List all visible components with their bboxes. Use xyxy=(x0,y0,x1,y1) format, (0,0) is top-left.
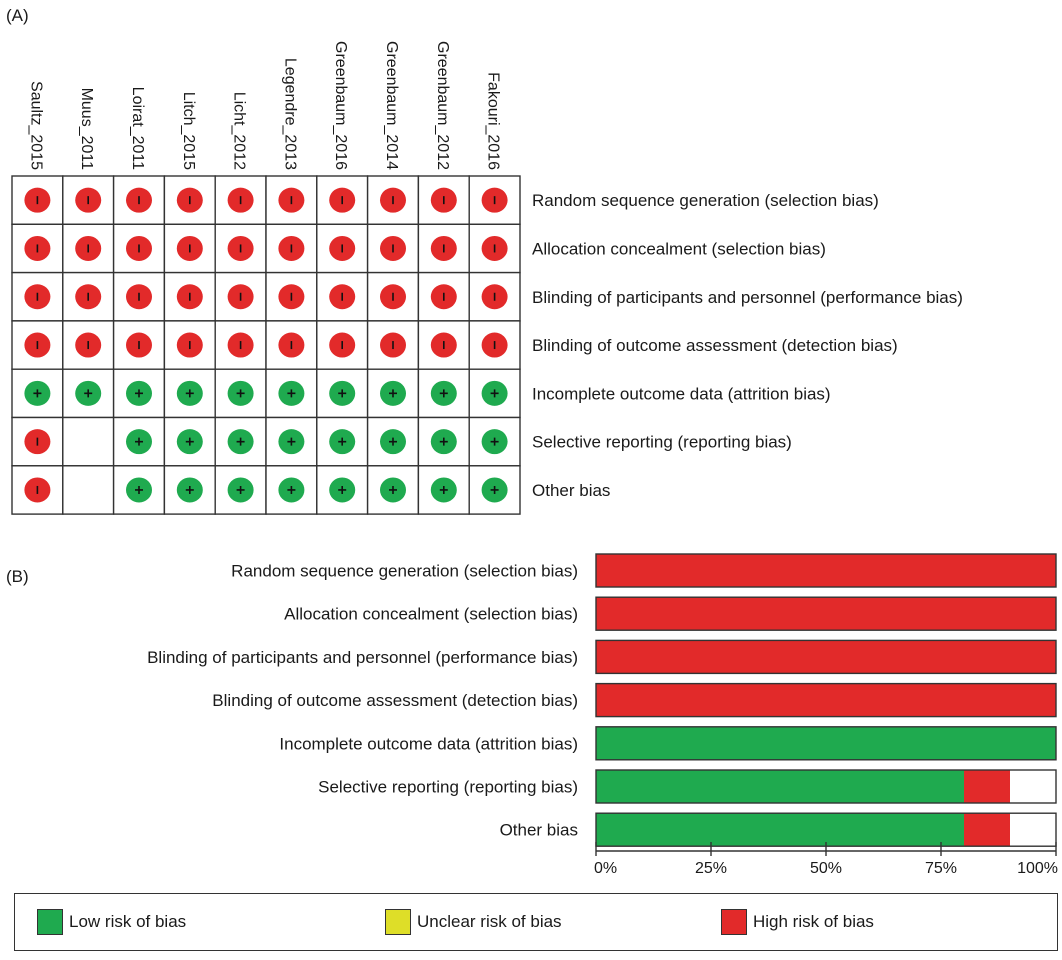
x-tick-label: 0% xyxy=(594,860,617,877)
bar-segment-high xyxy=(596,640,1056,674)
study-label: Saultz_2015 xyxy=(27,81,44,170)
category-label: Other bias xyxy=(500,821,578,840)
panel-a-label: (A) xyxy=(6,6,29,25)
risk-of-bias-summary-grid: Saultz_2015 Muus_2011 Loirat_2011 Litch_201… xyxy=(11,41,963,515)
category-label: Selective reporting (reporting bias) xyxy=(318,778,578,797)
bar-segment-low xyxy=(596,813,964,847)
bar-segment-high xyxy=(964,813,1010,847)
bar-outline xyxy=(595,726,1057,761)
study-label: Greenbaum_2012 xyxy=(434,41,451,170)
category-label: Blinding of participants and personnel (… xyxy=(147,648,578,667)
category-label: Allocation concealment (selection bias) xyxy=(284,605,578,624)
grid-cell xyxy=(62,416,115,467)
study-label: Loirat_2011 xyxy=(129,87,146,170)
domain-label: Random sequence generation (selection bi… xyxy=(532,191,879,210)
bar-segment-high xyxy=(964,770,1010,803)
domain-label: Selective reporting (reporting bias) xyxy=(532,433,792,452)
grid-cell xyxy=(62,465,115,515)
legend-swatch-low xyxy=(37,909,63,935)
plus-icon xyxy=(33,389,42,398)
legend-label-unclear: Unclear risk of bias xyxy=(417,912,562,931)
plus-icon xyxy=(389,437,397,446)
plus-icon xyxy=(135,389,143,398)
bar-segment-low xyxy=(596,770,964,803)
plus-icon xyxy=(185,437,194,446)
category-label: Incomplete outcome data (attrition bias) xyxy=(279,734,578,753)
plus-icon xyxy=(236,437,245,446)
x-tick-label: 50% xyxy=(810,860,842,877)
plus-icon xyxy=(236,485,245,494)
category-label: Blinding of outcome assessment (detectio… xyxy=(212,691,578,710)
x-tick-label: 75% xyxy=(925,860,957,877)
domain-label: Allocation concealment (selection bias) xyxy=(532,239,826,258)
legend-label-low: Low risk of bias xyxy=(69,912,187,931)
domain-label: Blinding of participants and personnel (… xyxy=(532,288,963,307)
bar-outline xyxy=(595,639,1057,675)
plus-icon xyxy=(236,389,245,398)
panel-b-label: (B) xyxy=(6,567,29,586)
plus-icon xyxy=(490,485,499,494)
legend: Low risk of bias Unclear risk of bias Hi… xyxy=(14,893,1058,951)
study-label: Fakouri_2016 xyxy=(485,72,502,170)
plus-icon xyxy=(439,437,448,446)
x-tick-label: 100% xyxy=(1017,860,1058,877)
plus-icon xyxy=(490,437,499,446)
domain-label: Incomplete outcome data (attrition bias) xyxy=(532,384,831,403)
plus-icon xyxy=(439,485,448,494)
plus-icon xyxy=(338,437,347,446)
plus-icon xyxy=(135,437,143,446)
study-label: Legendre_2013 xyxy=(281,58,298,170)
legend-swatch-unclear xyxy=(385,909,411,935)
legend-item-low: Low risk of bias xyxy=(37,909,186,935)
study-label: Litch_2015 xyxy=(180,92,197,170)
bar-outline xyxy=(595,553,1057,588)
plus-icon xyxy=(338,485,347,494)
study-label: Muus_2011 xyxy=(78,88,95,171)
bar-outline xyxy=(595,596,1057,631)
legend-label-high: High risk of bias xyxy=(753,912,874,931)
plus-icon xyxy=(287,389,296,398)
plus-icon xyxy=(185,389,194,398)
plus-icon xyxy=(389,485,397,494)
legend-item-unclear: Unclear risk of bias xyxy=(385,909,562,935)
plus-icon xyxy=(338,389,347,398)
study-label: Greenbaum_2016 xyxy=(332,41,349,170)
bar-segment-high xyxy=(596,597,1056,631)
bar-segment-high xyxy=(596,683,1056,717)
plus-icon xyxy=(439,389,448,398)
study-label: Licht_2012 xyxy=(231,92,248,170)
domain-label: Other bias xyxy=(532,481,610,500)
plus-icon xyxy=(135,485,143,494)
domain-label: Blinding of outcome assessment (detectio… xyxy=(532,336,898,355)
category-label: Random sequence generation (selection bi… xyxy=(231,562,578,581)
plus-icon xyxy=(84,389,93,398)
bar-segment-high xyxy=(596,554,1056,587)
bar-outline xyxy=(595,682,1057,718)
legend-swatch-high xyxy=(721,909,747,935)
bar-outline xyxy=(595,769,1057,804)
plus-icon xyxy=(389,389,397,398)
x-tick-label: 25% xyxy=(695,860,727,877)
risk-of-bias-graph: Random sequence generation (selection bi… xyxy=(147,553,1058,877)
plus-icon xyxy=(185,485,194,494)
plus-icon xyxy=(287,437,296,446)
study-label: Greenbaum_2014 xyxy=(383,41,400,170)
plus-icon xyxy=(490,389,499,398)
legend-item-high: High risk of bias xyxy=(721,909,874,935)
plus-icon xyxy=(287,485,296,494)
bar-segment-low xyxy=(596,726,1056,760)
